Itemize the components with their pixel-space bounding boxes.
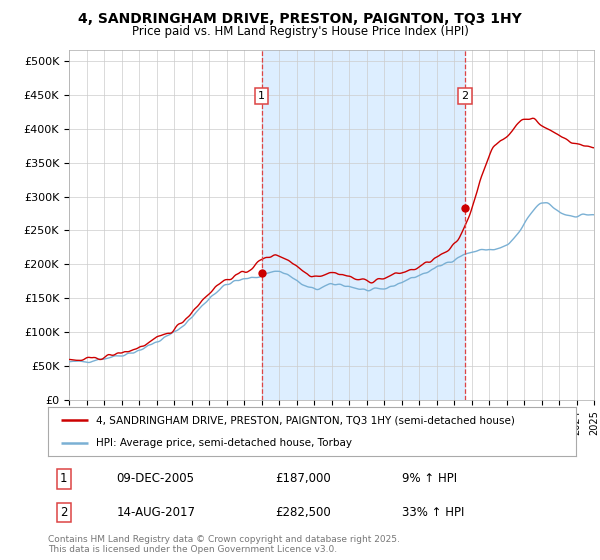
Text: 2: 2 (60, 506, 68, 519)
Text: HPI: Average price, semi-detached house, Torbay: HPI: Average price, semi-detached house,… (95, 438, 352, 448)
Text: £187,000: £187,000 (275, 472, 331, 486)
Text: 33% ↑ HPI: 33% ↑ HPI (402, 506, 464, 519)
Text: 4, SANDRINGHAM DRIVE, PRESTON, PAIGNTON, TQ3 1HY: 4, SANDRINGHAM DRIVE, PRESTON, PAIGNTON,… (78, 12, 522, 26)
Bar (262, 50, 465, 400)
Text: 09-DEC-2005: 09-DEC-2005 (116, 472, 194, 486)
Text: Contains HM Land Registry data © Crown copyright and database right 2025.
This d: Contains HM Land Registry data © Crown c… (48, 535, 400, 554)
Text: 4, SANDRINGHAM DRIVE, PRESTON, PAIGNTON, TQ3 1HY (semi-detached house): 4, SANDRINGHAM DRIVE, PRESTON, PAIGNTON,… (95, 416, 514, 426)
Text: 9% ↑ HPI: 9% ↑ HPI (402, 472, 457, 486)
Text: Price paid vs. HM Land Registry's House Price Index (HPI): Price paid vs. HM Land Registry's House … (131, 25, 469, 38)
Text: 1: 1 (60, 472, 68, 486)
Text: 2: 2 (461, 91, 469, 101)
Text: £282,500: £282,500 (275, 506, 331, 519)
Text: 1: 1 (258, 91, 265, 101)
Text: 14-AUG-2017: 14-AUG-2017 (116, 506, 196, 519)
